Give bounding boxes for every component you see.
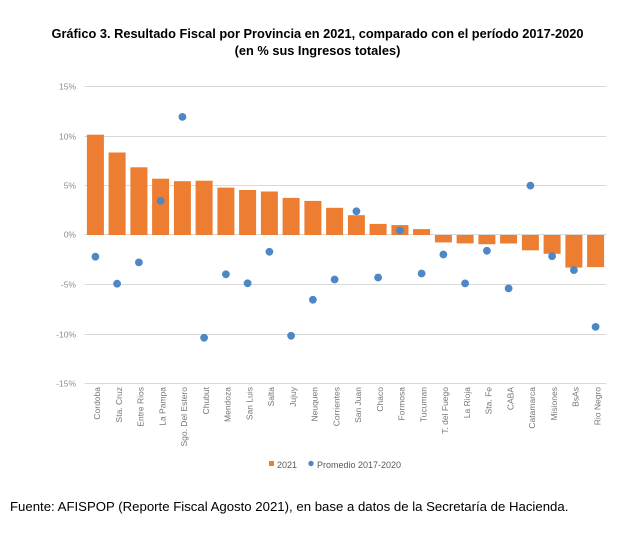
svg-text:Formosa: Formosa bbox=[397, 387, 407, 421]
svg-text:Jujuy: Jujuy bbox=[288, 386, 298, 407]
svg-text:Promedio 2017-2020: Promedio 2017-2020 bbox=[317, 460, 401, 470]
svg-text:Sta. Cruz: Sta. Cruz bbox=[114, 387, 124, 422]
svg-text:Rio Negro: Rio Negro bbox=[592, 387, 602, 426]
svg-text:Chaco: Chaco bbox=[375, 387, 385, 412]
svg-text:-5%: -5% bbox=[61, 279, 77, 289]
svg-text:Neuquen: Neuquen bbox=[310, 387, 320, 422]
svg-text:Salta: Salta bbox=[266, 387, 276, 407]
svg-text:-15%: -15% bbox=[56, 378, 76, 388]
svg-text:Tucuman: Tucuman bbox=[418, 387, 428, 422]
svg-text:La Rioja: La Rioja bbox=[462, 387, 472, 418]
svg-text:Corrientes: Corrientes bbox=[331, 387, 341, 426]
svg-text:0%: 0% bbox=[64, 229, 77, 239]
svg-text:San Luis: San Luis bbox=[244, 387, 254, 420]
svg-text:-10%: -10% bbox=[56, 329, 76, 339]
svg-text:La Pampa: La Pampa bbox=[157, 387, 167, 426]
svg-text:BsAs: BsAs bbox=[571, 387, 581, 407]
svg-text:Misiones: Misiones bbox=[549, 387, 559, 421]
svg-text:T. del Fuego: T. del Fuego bbox=[440, 387, 450, 434]
svg-text:Cordoba: Cordoba bbox=[92, 387, 102, 420]
svg-text:CABA: CABA bbox=[505, 387, 515, 410]
svg-text:San Juan: San Juan bbox=[353, 387, 363, 423]
svg-text:2021: 2021 bbox=[277, 460, 297, 470]
svg-text:Entre Rios: Entre Rios bbox=[136, 387, 146, 427]
svg-text:Sta. Fe: Sta. Fe bbox=[484, 387, 494, 415]
svg-text:10%: 10% bbox=[59, 131, 76, 141]
svg-text:Sgo. Del Estero: Sgo. Del Estero bbox=[179, 387, 189, 447]
svg-text:5%: 5% bbox=[64, 180, 77, 190]
svg-text:15%: 15% bbox=[59, 81, 76, 91]
svg-text:Chubut: Chubut bbox=[201, 386, 211, 414]
svg-text:Catamarca: Catamarca bbox=[527, 387, 537, 429]
svg-text:Mendoza: Mendoza bbox=[223, 387, 233, 422]
